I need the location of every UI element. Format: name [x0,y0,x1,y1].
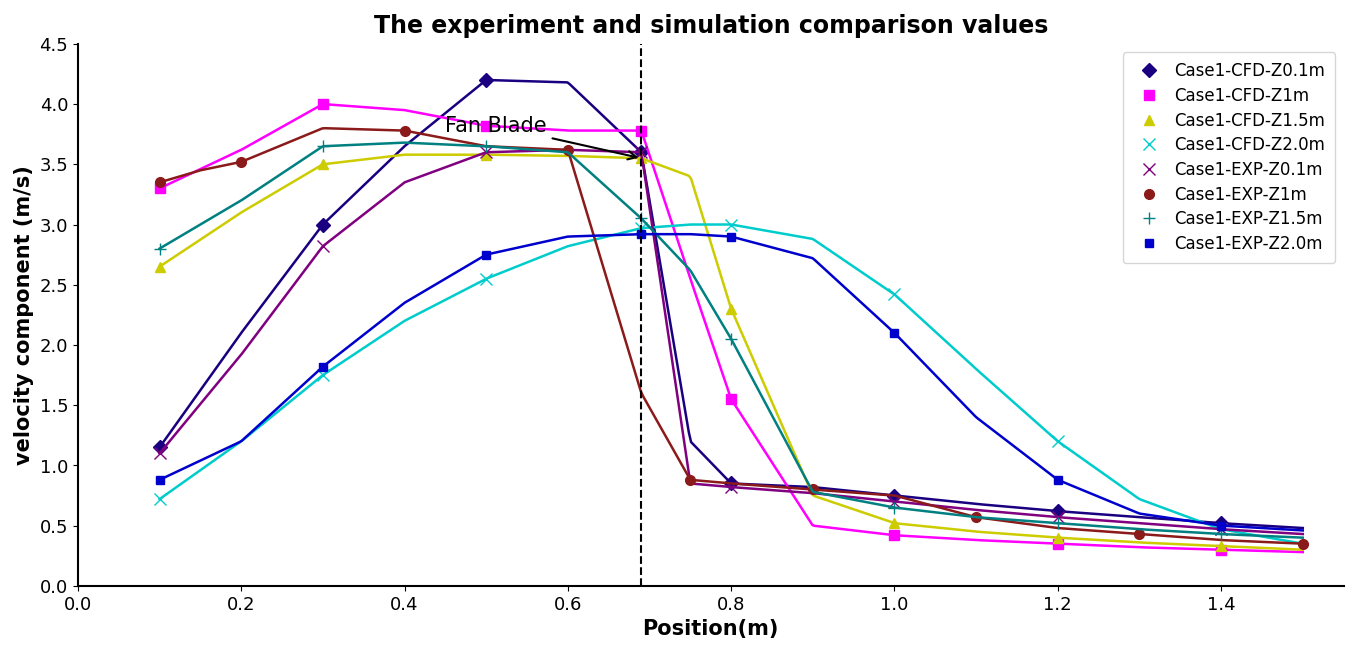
Case1-EXP-Z1m [1295,540,1311,548]
Case1-EXP-Z1.5m [478,142,494,150]
Case1-CFD-Z0.1m [315,221,331,229]
Case1-CFD-Z0.1m [478,76,494,84]
Case1-EXP-Z1m [233,158,250,166]
Case1-CFD-Z2.0m [152,495,168,503]
Line: Case1-CFD-Z1m: Case1-CFD-Z1m [155,99,1225,554]
Case1-CFD-Z1.5m [478,151,494,159]
Line: Case1-EXP-Z1.5m: Case1-EXP-Z1.5m [153,140,1227,540]
Line: Case1-CFD-Z0.1m: Case1-CFD-Z0.1m [155,75,1225,528]
Case1-EXP-Z2.0m [152,476,168,484]
Case1-EXP-Z2.0m [315,363,331,371]
Y-axis label: velocity component (m/s): velocity component (m/s) [14,165,34,465]
Case1-CFD-Z1.5m [152,263,168,271]
Case1-CFD-Z2.0m [723,221,740,229]
Case1-EXP-Z2.0m [1213,522,1229,530]
Case1-CFD-Z1m [1049,540,1065,548]
Case1-CFD-Z1.5m [1049,534,1065,541]
Case1-EXP-Z1.5m [632,215,649,223]
Case1-EXP-Z2.0m [632,231,649,238]
Case1-CFD-Z2.0m [632,224,649,232]
Case1-EXP-Z2.0m [1049,476,1065,484]
Case1-CFD-Z2.0m [478,275,494,283]
Case1-EXP-Z0.1m [632,148,649,156]
Case1-EXP-Z1.5m [315,142,331,150]
Case1-CFD-Z2.0m [315,371,331,379]
Case1-CFD-Z1m [315,101,331,108]
Case1-EXP-Z0.1m [1213,525,1229,533]
Case1-EXP-Z0.1m [723,483,740,491]
Legend: Case1-CFD-Z0.1m, Case1-CFD-Z1m, Case1-CFD-Z1.5m, Case1-CFD-Z2.0m, Case1-EXP-Z0.1: Case1-CFD-Z0.1m, Case1-CFD-Z1m, Case1-CF… [1122,52,1335,263]
Case1-EXP-Z0.1m [478,148,494,156]
Case1-CFD-Z0.1m [632,148,649,156]
X-axis label: Position(m): Position(m) [642,619,779,639]
Line: Case1-EXP-Z0.1m: Case1-EXP-Z0.1m [153,147,1227,535]
Case1-CFD-Z1.5m [886,519,902,527]
Case1-CFD-Z0.1m [1049,507,1065,515]
Case1-CFD-Z2.0m [886,291,902,298]
Case1-EXP-Z0.1m [315,242,331,250]
Case1-CFD-Z1m [1213,546,1229,554]
Case1-CFD-Z1m [723,395,740,403]
Case1-CFD-Z1m [478,122,494,130]
Case1-CFD-Z1m [886,532,902,539]
Case1-CFD-Z1.5m [632,155,649,163]
Line: Case1-CFD-Z2.0m: Case1-CFD-Z2.0m [153,219,1227,535]
Case1-EXP-Z1m [805,486,821,494]
Title: The experiment and simulation comparison values: The experiment and simulation comparison… [373,14,1048,38]
Text: Fan Blade: Fan Blade [445,116,636,159]
Case1-EXP-Z2.0m [886,329,902,337]
Case1-EXP-Z1m [683,476,699,484]
Line: Case1-EXP-Z2.0m: Case1-EXP-Z2.0m [155,230,1225,530]
Case1-CFD-Z0.1m [1213,519,1229,527]
Case1-EXP-Z1m [152,178,168,186]
Case1-EXP-Z2.0m [478,251,494,259]
Case1-CFD-Z1.5m [723,305,740,313]
Case1-EXP-Z1m [559,146,575,154]
Case1-CFD-Z1.5m [1213,542,1229,550]
Case1-EXP-Z1.5m [723,335,740,343]
Case1-CFD-Z2.0m [1213,525,1229,533]
Line: Case1-EXP-Z1m: Case1-EXP-Z1m [155,126,1307,549]
Case1-EXP-Z1.5m [152,245,168,253]
Case1-CFD-Z0.1m [152,443,168,451]
Case1-CFD-Z0.1m [723,479,740,487]
Case1-EXP-Z1m [1130,530,1147,538]
Case1-EXP-Z0.1m [886,498,902,505]
Case1-CFD-Z0.1m [886,492,902,500]
Case1-CFD-Z2.0m [1049,438,1065,445]
Case1-EXP-Z1m [396,127,413,135]
Case1-EXP-Z0.1m [1049,513,1065,521]
Case1-EXP-Z0.1m [152,449,168,457]
Case1-CFD-Z1.5m [315,161,331,168]
Case1-CFD-Z1m [632,127,649,135]
Case1-EXP-Z1.5m [1049,519,1065,527]
Case1-CFD-Z1m [152,185,168,193]
Case1-EXP-Z1.5m [886,503,902,511]
Case1-EXP-Z1.5m [1213,530,1229,538]
Line: Case1-CFD-Z1.5m: Case1-CFD-Z1.5m [155,150,1225,551]
Case1-EXP-Z2.0m [723,232,740,240]
Case1-EXP-Z1m [968,513,984,521]
